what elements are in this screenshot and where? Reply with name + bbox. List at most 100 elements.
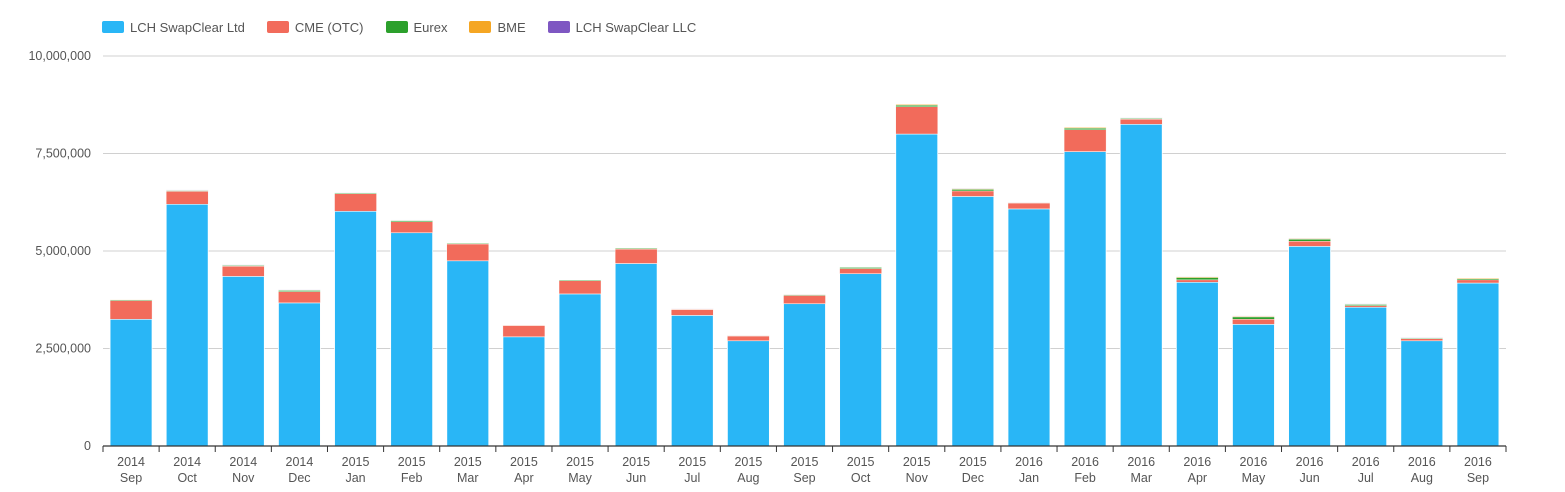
bar-lch-swapclear-ltd-2016-apr[interactable] bbox=[1175, 281, 1219, 447]
bar-lch-swapclear-ltd-2016-aug[interactable] bbox=[1400, 340, 1444, 447]
bar-lch-swapclear-ltd-2015-feb[interactable] bbox=[390, 232, 434, 447]
bar-lch-swapclear-ltd-2015-dec[interactable] bbox=[951, 195, 995, 447]
bar-cme-otc-2016-jan[interactable] bbox=[1007, 202, 1051, 210]
bar-lch-swapclear-ltd-2015-oct[interactable] bbox=[839, 273, 883, 447]
bar-cme-otc-2016-mar[interactable] bbox=[1120, 118, 1163, 125]
x-tick-label-month: Sep bbox=[793, 471, 815, 485]
x-tick-label-year: 2015 bbox=[734, 455, 762, 469]
y-tick-label: 0 bbox=[84, 439, 91, 453]
x-tick-label-month: Sep bbox=[1467, 471, 1489, 485]
x-tick-label-month: Dec bbox=[288, 471, 310, 485]
x-tick-label-year: 2015 bbox=[342, 455, 370, 469]
bar-eurex-2015-nov[interactable] bbox=[895, 104, 938, 107]
bar-cme-otc-2016-aug[interactable] bbox=[1400, 338, 1444, 341]
legend-item-lch-swapclear-llc[interactable]: LCH SwapClear LLC bbox=[547, 19, 697, 35]
legend-item-cme-otc[interactable]: CME (OTC) bbox=[266, 19, 364, 35]
x-tick-label-month: Feb bbox=[401, 471, 423, 485]
bar-cme-otc-2015-apr[interactable] bbox=[502, 325, 546, 337]
x-tick-label-month: Aug bbox=[737, 471, 759, 485]
legend-label: BME bbox=[497, 19, 526, 35]
bar-cme-otc-2014-oct[interactable] bbox=[165, 191, 209, 205]
bar-cme-otc-2014-nov[interactable] bbox=[222, 266, 265, 277]
bar-eurex-2016-may[interactable] bbox=[1232, 316, 1275, 320]
bar-lch-swapclear-ltd-2016-jan[interactable] bbox=[1007, 208, 1051, 447]
x-tick-label-year: 2016 bbox=[1071, 455, 1099, 469]
x-tick-label-year: 2014 bbox=[173, 455, 201, 469]
bar-eurex-2016-feb[interactable] bbox=[1063, 127, 1107, 130]
bar-cme-otc-2016-feb[interactable] bbox=[1063, 129, 1107, 152]
x-tick-label-month: Mar bbox=[1130, 471, 1152, 485]
x-tick-label-month: Jan bbox=[345, 471, 365, 485]
bar-lch-swapclear-ltd-2014-dec[interactable] bbox=[278, 302, 321, 447]
x-tick-label-year: 2015 bbox=[566, 455, 594, 469]
bar-lch-swapclear-ltd-2015-jul[interactable] bbox=[670, 314, 714, 447]
x-tick-label-month: Oct bbox=[177, 471, 197, 485]
bar-cme-otc-2015-jan[interactable] bbox=[334, 193, 377, 212]
legend-label: LCH SwapClear Ltd bbox=[130, 19, 245, 35]
bar-cme-otc-2015-dec[interactable] bbox=[951, 190, 995, 197]
x-tick-label-year: 2016 bbox=[1408, 455, 1436, 469]
x-tick-label-year: 2015 bbox=[959, 455, 987, 469]
bar-eurex-2016-jun[interactable] bbox=[1288, 239, 1331, 242]
x-tick-label-month: Nov bbox=[232, 471, 255, 485]
x-tick-label-year: 2015 bbox=[903, 455, 931, 469]
bar-lch-swapclear-ltd-2016-may[interactable] bbox=[1232, 323, 1275, 447]
bar-lch-swapclear-ltd-2014-nov[interactable] bbox=[221, 275, 265, 447]
bar-eurex-2016-apr[interactable] bbox=[1176, 277, 1219, 281]
bar-cme-otc-2016-sep[interactable] bbox=[1456, 279, 1500, 284]
bar-lch-swapclear-ltd-2014-oct[interactable] bbox=[165, 203, 209, 447]
x-tick-label-month: Apr bbox=[514, 471, 533, 485]
bar-cme-otc-2016-jul[interactable] bbox=[1344, 305, 1387, 308]
x-tick-label-month: Mar bbox=[457, 471, 479, 485]
bar-lch-swapclear-ltd-2015-sep[interactable] bbox=[783, 303, 826, 447]
legend-swatch bbox=[266, 21, 289, 33]
x-tick-label-year: 2016 bbox=[1127, 455, 1155, 469]
bar-lch-swapclear-ltd-2015-jun[interactable] bbox=[614, 263, 658, 447]
legend-label: CME (OTC) bbox=[294, 19, 364, 35]
bar-cme-otc-2015-jun[interactable] bbox=[614, 248, 658, 264]
x-tick-label-month: Jun bbox=[1300, 471, 1320, 485]
legend-item-lch-swapclear-ltd[interactable]: LCH SwapClear Ltd bbox=[102, 20, 245, 35]
legend-swatch bbox=[469, 21, 492, 33]
bar-lch-swapclear-ltd-2016-jun[interactable] bbox=[1288, 245, 1331, 447]
bar-cme-otc-2014-dec[interactable] bbox=[278, 291, 321, 304]
legend-label: LCH SwapClear LLC bbox=[575, 19, 697, 35]
bar-eurex-2015-dec[interactable] bbox=[951, 189, 995, 192]
bar-lch-swapclear-ltd-2014-sep[interactable] bbox=[109, 318, 153, 447]
bar-cme-otc-2015-aug[interactable] bbox=[727, 335, 770, 341]
legend-swatch bbox=[385, 21, 408, 33]
bar-lch-swapclear-ltd-2016-sep[interactable] bbox=[1456, 282, 1500, 447]
bar-cme-otc-2014-sep[interactable] bbox=[109, 300, 153, 320]
bar-cme-otc-2015-oct[interactable] bbox=[839, 268, 882, 274]
legend-item-eurex[interactable]: Eurex bbox=[385, 20, 447, 35]
bar-cme-otc-2015-feb[interactable] bbox=[390, 221, 433, 233]
bar-lch-swapclear-ltd-2016-jul[interactable] bbox=[1344, 306, 1388, 447]
bar-cme-otc-2015-sep[interactable] bbox=[783, 295, 826, 304]
x-tick-label-year: 2016 bbox=[1183, 455, 1211, 469]
legend-swatch bbox=[102, 21, 124, 33]
bar-lch-swapclear-ltd-2015-apr[interactable] bbox=[502, 336, 546, 447]
bar-lch-swapclear-ltd-2016-mar[interactable] bbox=[1119, 123, 1163, 447]
bar-lch-swapclear-ltd-2015-aug[interactable] bbox=[726, 340, 770, 447]
bar-cme-otc-2015-nov[interactable] bbox=[895, 106, 938, 135]
x-tick-label-month: Aug bbox=[1411, 471, 1433, 485]
x-tick-label-year: 2015 bbox=[510, 455, 538, 469]
bar-cme-otc-2015-jul[interactable] bbox=[671, 309, 714, 316]
bar-lch-swapclear-ltd-2015-may[interactable] bbox=[558, 293, 602, 447]
bar-cme-otc-2015-may[interactable] bbox=[558, 280, 602, 295]
bar-lch-swapclear-ltd-2015-nov[interactable] bbox=[895, 133, 939, 447]
x-tick-label-year: 2016 bbox=[1240, 455, 1268, 469]
bar-lch-swapclear-ltd-2015-jan[interactable] bbox=[334, 210, 377, 447]
legend-item-bme[interactable]: BME bbox=[469, 19, 526, 35]
legend: LCH SwapClear Ltd CME (OTC) Eurex BME LCH Sw… bbox=[102, 18, 718, 36]
x-tick-label-month: Sep bbox=[120, 471, 142, 485]
bar-cme-otc-2016-may[interactable] bbox=[1232, 319, 1275, 325]
bar-cme-otc-2016-apr[interactable] bbox=[1176, 279, 1219, 283]
bar-lch-swapclear-ltd-2016-feb[interactable] bbox=[1063, 151, 1107, 447]
x-tick-label-year: 2016 bbox=[1296, 455, 1324, 469]
bar-lch-swapclear-ltd-2015-mar[interactable] bbox=[446, 260, 490, 447]
bar-cme-otc-2016-jun[interactable] bbox=[1288, 241, 1331, 247]
bar-cme-otc-2015-mar[interactable] bbox=[446, 243, 489, 261]
